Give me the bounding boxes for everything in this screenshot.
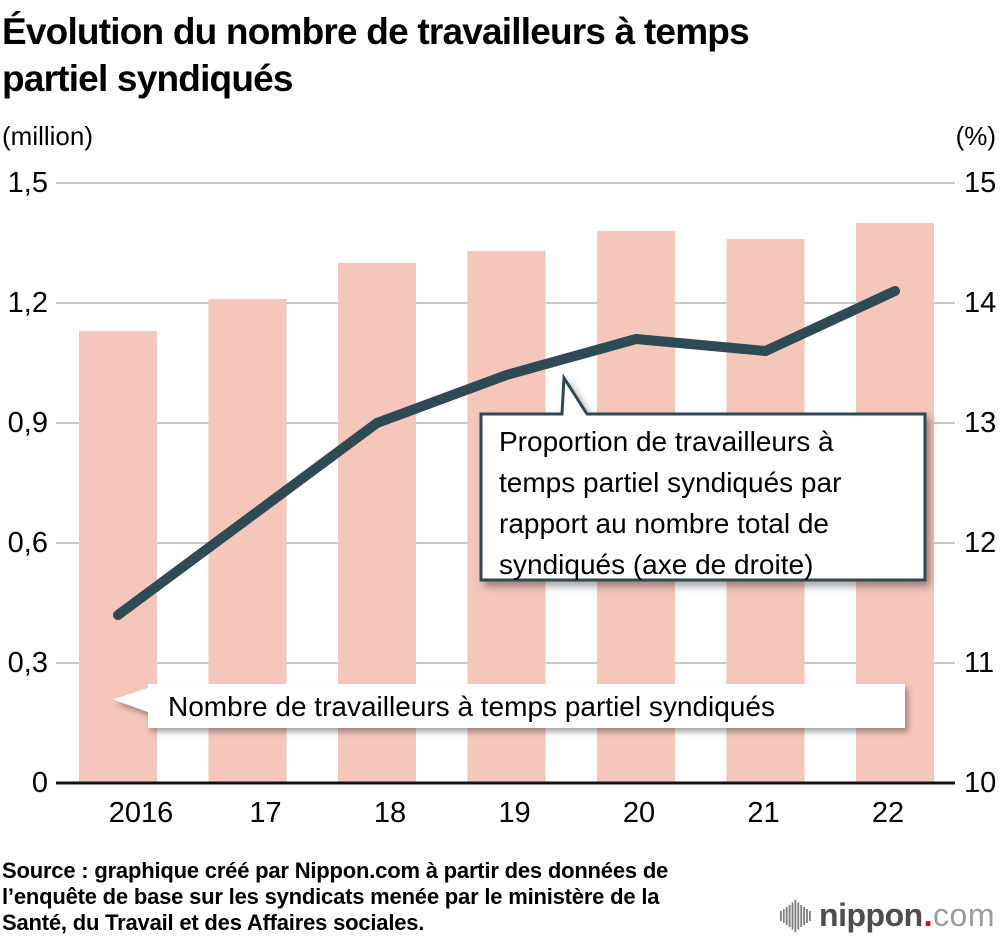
- logo-nippon-text: nippon: [819, 897, 923, 933]
- x-tick: 18: [373, 797, 407, 829]
- y-left-tick: 0,3: [7, 647, 48, 679]
- bar-callout-label: Nombre de travailleurs à temps partiel s…: [168, 691, 775, 722]
- y-left-tick: 1,5: [7, 167, 48, 199]
- chart-title: Évolution du nombre de travailleurs à te…: [2, 8, 750, 102]
- source-note: Source : graphique créé par Nippon.com à…: [2, 858, 668, 936]
- proportion-line: [113, 286, 900, 620]
- y-left-tick: 0,9: [7, 407, 48, 439]
- y-left-tick: 0,6: [7, 527, 48, 559]
- right-axis-unit: (%): [955, 121, 996, 151]
- soundwave-icon: [780, 899, 811, 932]
- y-left-tick: 0: [31, 767, 48, 799]
- y-left-tick: 1,2: [7, 287, 48, 319]
- y-right-tick: 11: [964, 647, 995, 679]
- bar: [79, 331, 157, 782]
- line-callout-label-l3: rapport au nombre total de: [499, 508, 829, 539]
- chart-title-line1: Évolution du nombre de travailleurs à te…: [2, 11, 750, 52]
- x-tick: 2016: [108, 797, 174, 829]
- line-series: [113, 286, 900, 620]
- source-line2: l’enquête de base sur les syndicats mené…: [2, 884, 660, 909]
- y-right-tick: 15: [964, 167, 997, 199]
- y-right-tick: 13: [964, 407, 997, 439]
- x-tick: 17: [249, 797, 282, 829]
- y-right-tick: 12: [964, 527, 997, 559]
- y-right-tick: 10: [964, 767, 997, 799]
- callout-bubbles: [113, 373, 927, 728]
- logo-red-dot: .: [923, 897, 933, 933]
- logo-com-text: com: [933, 897, 995, 933]
- line-callout-bubble: [479, 373, 927, 582]
- source-line3: Santé, du Travail et des Affaires social…: [2, 910, 425, 935]
- line-callout-label-l4: syndiqués (axe de droite): [499, 549, 814, 580]
- line-callout-label: Proportion de travailleurs à temps parti…: [499, 421, 841, 585]
- nippon-logo: nippon. com: [780, 897, 995, 934]
- x-tick: 20: [622, 797, 656, 829]
- line-callout-label-l1: Proportion de travailleurs à: [499, 426, 834, 457]
- x-tick: 22: [871, 797, 905, 829]
- chart-title-line2: partiel syndiqués: [2, 58, 294, 99]
- bar-callout-bubble: [113, 684, 905, 728]
- line-callout-label-l2: temps partiel syndiqués par: [499, 467, 842, 498]
- source-line1: Source : graphique créé par Nippon.com à…: [2, 858, 669, 883]
- x-tick: 19: [498, 797, 531, 829]
- x-tick: 21: [747, 797, 780, 829]
- y-right-tick: 14: [964, 287, 997, 319]
- left-axis-unit: (million): [2, 121, 93, 151]
